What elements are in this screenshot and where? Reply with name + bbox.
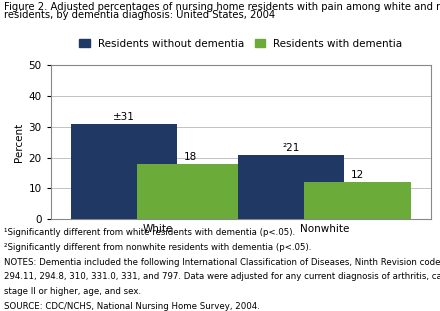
- Text: stage II or higher, age, and sex.: stage II or higher, age, and sex.: [4, 287, 142, 296]
- Text: NOTES: Dementia included the following ​International Classification of Diseases: NOTES: Dementia included the following ​…: [4, 258, 440, 267]
- Text: 18: 18: [184, 152, 198, 162]
- Text: ±31: ±31: [113, 112, 135, 122]
- Text: Figure 2. Adjusted percentages of nursing home residents with pain among white a: Figure 2. Adjusted percentages of nursin…: [4, 2, 440, 12]
- Text: ²Significantly different from nonwhite residents with dementia (p<.05).: ²Significantly different from nonwhite r…: [4, 243, 312, 252]
- Bar: [71, 124, 177, 219]
- Text: 12: 12: [351, 170, 364, 180]
- Y-axis label: Percent: Percent: [14, 123, 24, 162]
- Legend: Residents without dementia, Residents with dementia: Residents without dementia, Residents wi…: [77, 37, 405, 51]
- Bar: [304, 182, 411, 219]
- Bar: [238, 155, 345, 219]
- Text: 294.11, 294.8, 310, 331.0, 331, and 797. Data were adjusted for any current diag: 294.11, 294.8, 310, 331.0, 331, and 797.…: [4, 272, 440, 281]
- Text: residents, by dementia diagnosis: United States, 2004: residents, by dementia diagnosis: United…: [4, 10, 275, 20]
- Text: ²21: ²21: [282, 143, 300, 153]
- Text: SOURCE: CDC/NCHS, National Nursing Home Survey, 2004.: SOURCE: CDC/NCHS, National Nursing Home …: [4, 302, 260, 311]
- Bar: [137, 164, 244, 219]
- Text: ¹Significantly different from white residents with dementia (p<.05).: ¹Significantly different from white resi…: [4, 228, 296, 237]
